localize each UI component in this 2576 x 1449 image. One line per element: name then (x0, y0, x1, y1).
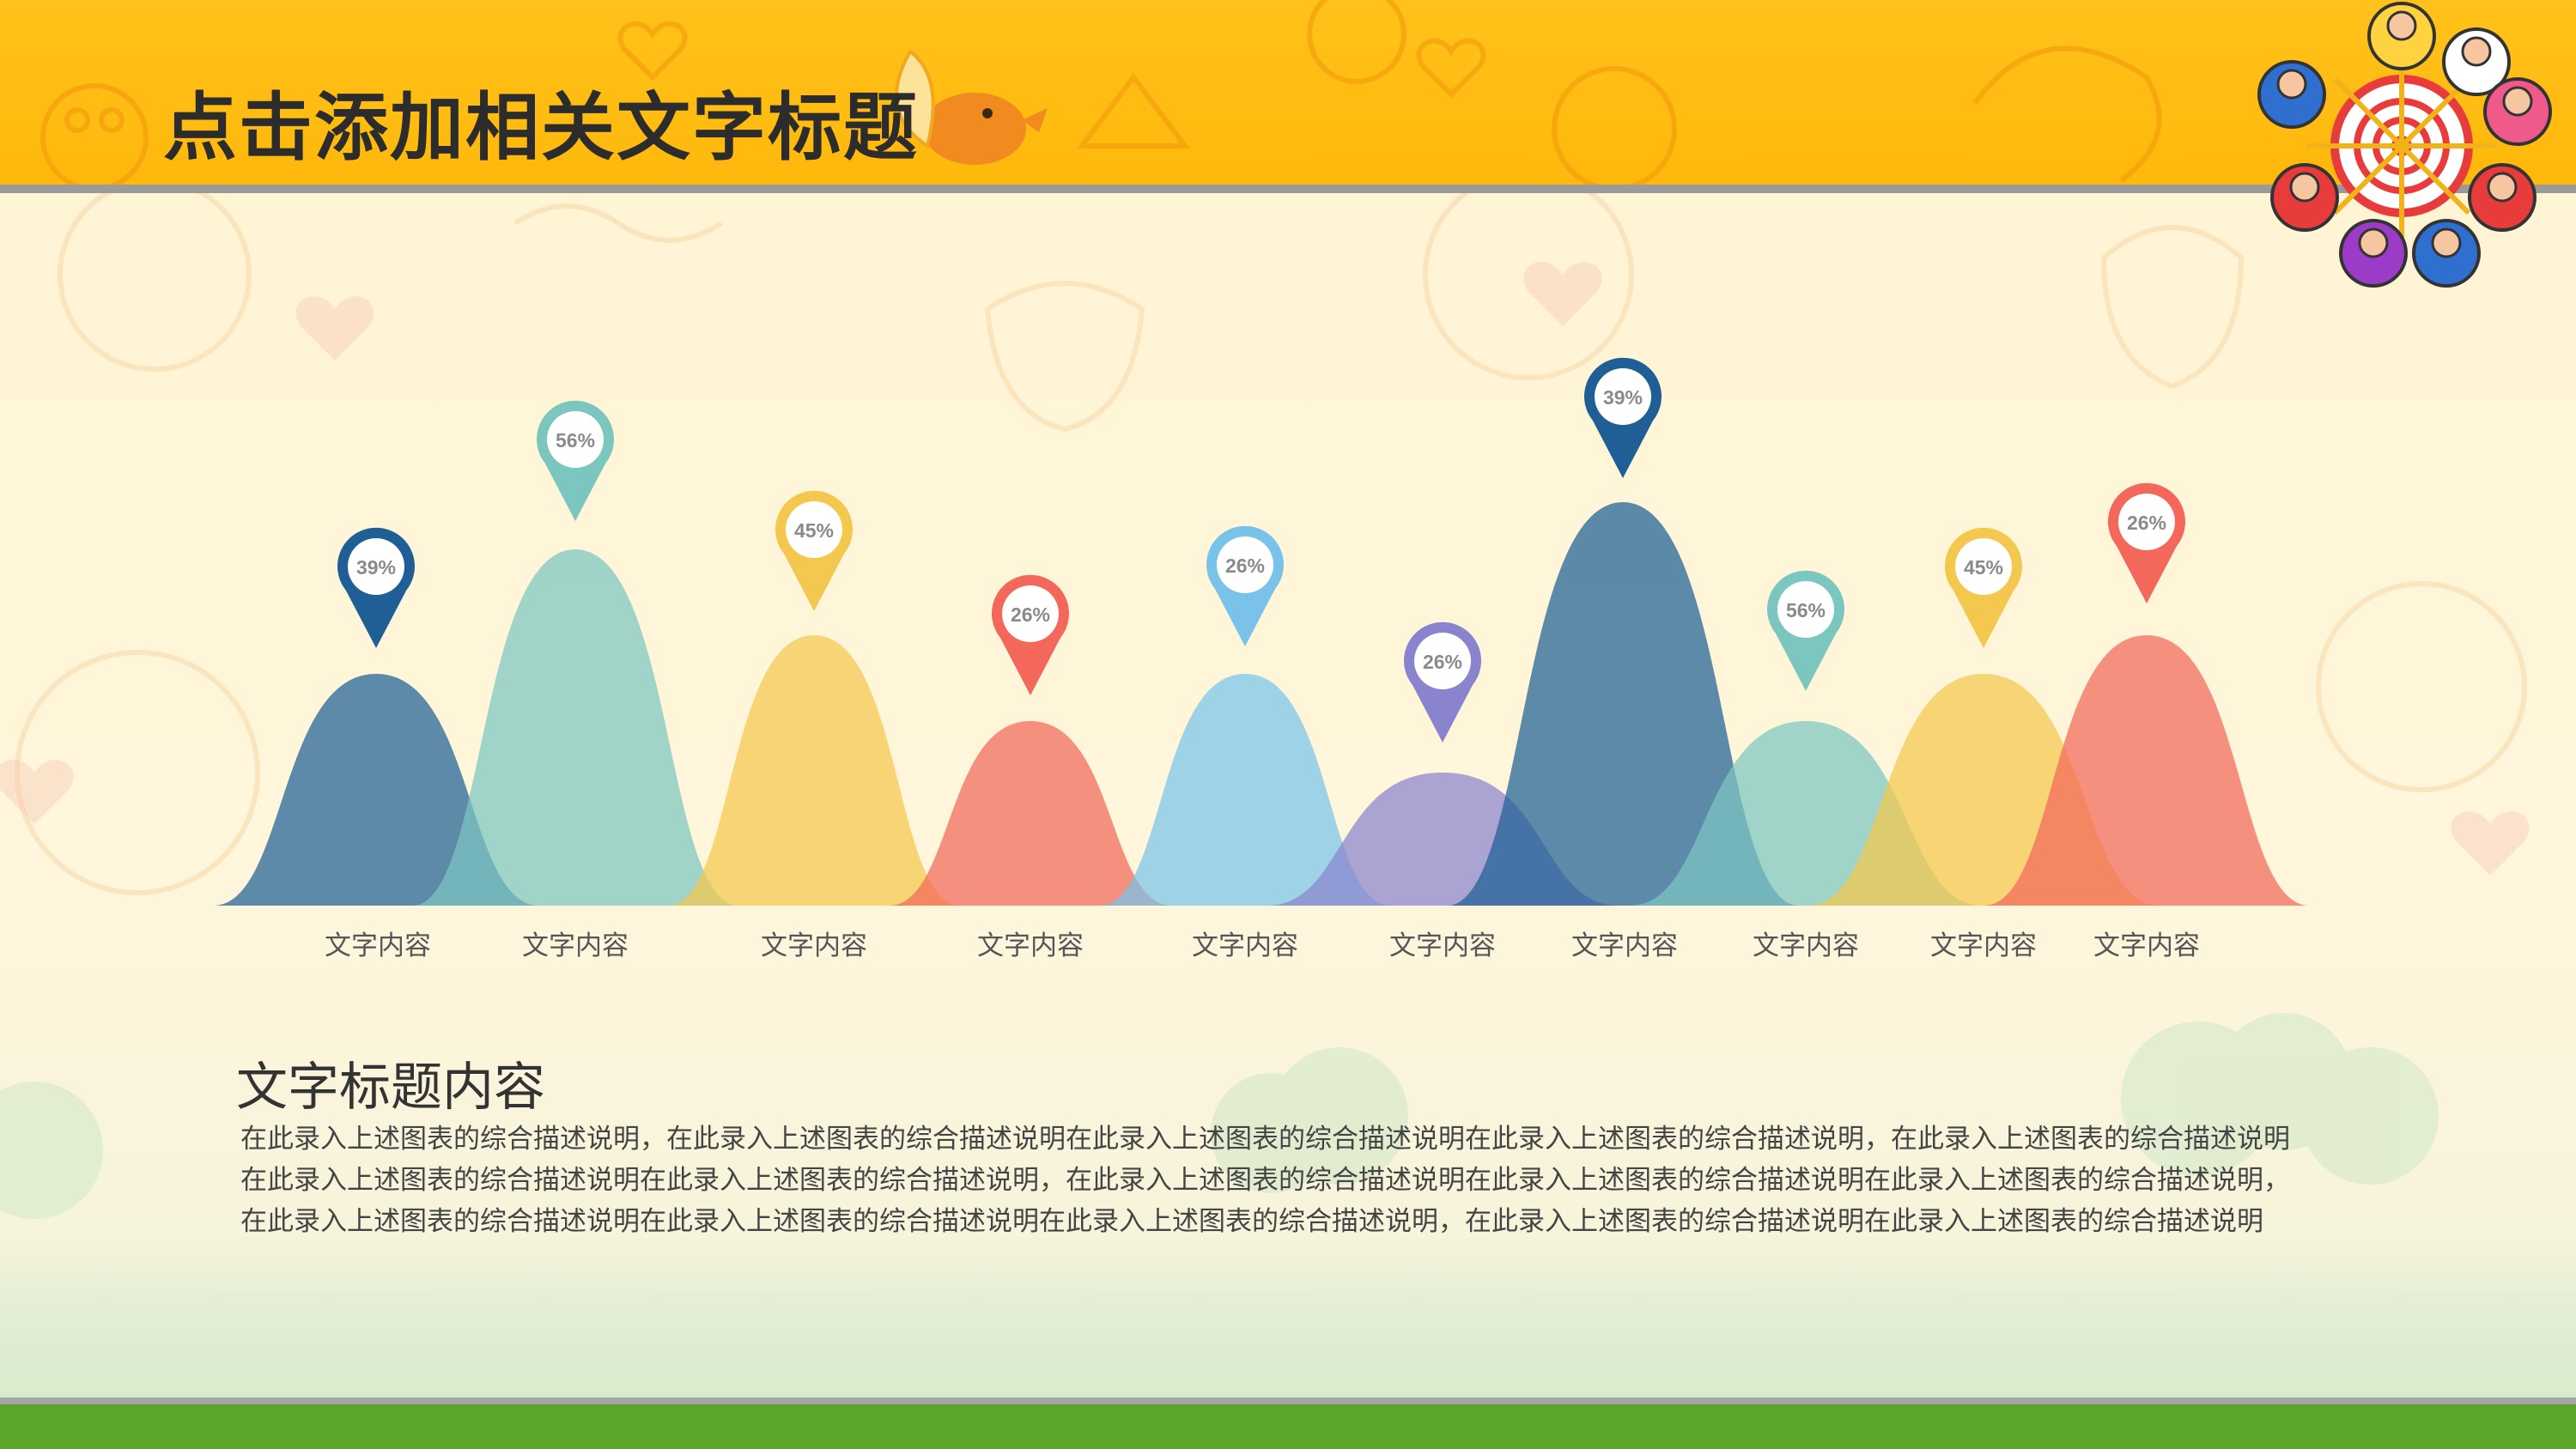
category-label-9: 文字内容 (1930, 931, 2037, 961)
category-label-3: 文字内容 (761, 931, 867, 961)
feather-icon (895, 49, 935, 149)
mountain-shape-2 (412, 549, 738, 906)
value-label-6: 26% (1423, 651, 1462, 673)
mountain-shape-4 (889, 721, 1172, 906)
value-label-10: 26% (2127, 512, 2166, 534)
value-pin-6: 26% (1404, 621, 1481, 743)
value-pin-8: 56% (1767, 570, 1844, 691)
ferris-wheel-icon (2257, 2, 2552, 288)
value-label-9: 45% (1964, 556, 2003, 579)
header-doodles (40, 0, 2162, 185)
category-label-5: 文字内容 (1192, 931, 1298, 961)
mountain-shape-3 (668, 635, 960, 906)
value-pin-9: 45% (1945, 527, 2022, 648)
value-label-1: 39% (356, 556, 396, 579)
value-label-4: 26% (1011, 603, 1050, 626)
grass-background (0, 1236, 2576, 1399)
category-label-7: 文字内容 (1571, 931, 1678, 961)
value-pin-10: 26% (2108, 482, 2186, 603)
category-label-6: 文字内容 (1389, 931, 1496, 961)
value-pin-5: 26% (1206, 525, 1284, 646)
section-title[interactable]: 文字标题内容 (236, 1058, 545, 1118)
value-label-5: 26% (1225, 555, 1265, 577)
value-pin-4: 26% (992, 574, 1069, 695)
mountain-shape-7 (1447, 502, 1799, 906)
value-pin-2: 56% (537, 400, 614, 521)
section-body-text[interactable]: 在此录入上述图表的综合描述说明，在此录入上述图表的综合描述说明在此录入上述图表的… (240, 1124, 2290, 1237)
category-label-1: 文字内容 (325, 931, 431, 961)
page-title[interactable]: 点击添加相关文字标题 (163, 85, 919, 171)
value-label-3: 45% (794, 519, 834, 542)
value-label-7: 39% (1603, 386, 1643, 409)
header-divider (0, 185, 2576, 193)
footer-divider (0, 1397, 2576, 1404)
bird-icon (923, 93, 1048, 165)
category-label-8: 文字内容 (1753, 931, 1859, 961)
value-pin-7: 39% (1584, 357, 1662, 478)
value-label-2: 56% (556, 429, 595, 452)
mountain-shape-10 (1984, 635, 2310, 906)
value-label-8: 56% (1786, 599, 1826, 621)
category-label-10: 文字内容 (2093, 931, 2200, 961)
bush-doodles (0, 1013, 2439, 1219)
value-pin-3: 45% (775, 490, 853, 611)
value-pin-1: 39% (337, 527, 415, 648)
category-label-4: 文字内容 (977, 931, 1084, 961)
footer-band (0, 1404, 2576, 1449)
category-label-2: 文字内容 (522, 931, 629, 961)
mountain-shape-5 (1099, 674, 1391, 906)
